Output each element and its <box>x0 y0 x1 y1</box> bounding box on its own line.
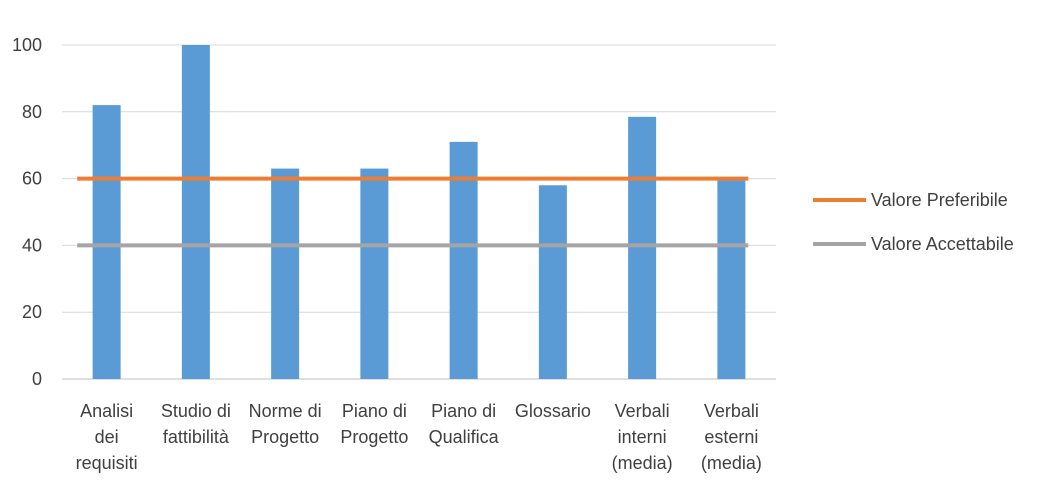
x-axis-labels: Analisi dei requisiti Studio di fattibilità N… <box>76 401 762 473</box>
x-tick-label-line: Progetto <box>340 427 408 447</box>
bar <box>271 168 300 379</box>
bar <box>360 168 389 379</box>
x-tick-label-line: (media) <box>701 453 762 473</box>
bar <box>92 105 121 380</box>
x-tick-label: Verbali esterni (media) <box>701 401 762 473</box>
bar <box>449 141 478 379</box>
x-tick-label-line: Piano di <box>431 401 496 421</box>
legend-label: Valore Preferibile <box>871 190 1008 210</box>
x-tick-label: Verbali interni (media) <box>612 401 673 473</box>
x-tick-label-line: fattibilità <box>163 427 230 447</box>
x-tick-label: Analisi dei requisiti <box>76 401 138 473</box>
bar <box>628 116 657 379</box>
reference-lines <box>77 176 749 248</box>
x-tick-label: Studio di fattibilità <box>161 401 231 447</box>
bar <box>538 185 567 379</box>
x-tick-label-line: (media) <box>612 453 673 473</box>
x-tick-label: Piano di Progetto <box>340 401 408 447</box>
bar-series <box>92 45 746 380</box>
legend-label: Valore Accettabile <box>871 234 1014 254</box>
y-axis-ticks: 0 20 40 60 80 100 <box>12 35 42 389</box>
x-tick-label-line: Qualifica <box>429 427 500 447</box>
x-tick-label: Piano di Qualifica <box>429 401 500 447</box>
y-tick-label: 100 <box>12 35 42 55</box>
gridlines <box>62 44 776 380</box>
x-tick-label-line: Studio di <box>161 401 231 421</box>
x-tick-label-line: interni <box>618 427 667 447</box>
x-tick-label-line: Verbali <box>615 401 670 421</box>
x-tick-label-line: Glossario <box>515 401 591 421</box>
legend: Valore Preferibile Valore Accettabile <box>813 190 1014 254</box>
x-tick-label-line: Analisi <box>80 401 133 421</box>
y-tick-label: 40 <box>22 235 42 255</box>
x-tick-label-line: Piano di <box>342 401 407 421</box>
x-tick-label-line: Verbali <box>704 401 759 421</box>
x-tick-label-line: requisiti <box>76 453 138 473</box>
y-tick-label: 80 <box>22 102 42 122</box>
x-tick-label-line: esterni <box>704 427 758 447</box>
x-tick-label: Norme di Progetto <box>249 401 322 447</box>
y-tick-label: 60 <box>22 169 42 189</box>
bar <box>717 176 746 379</box>
y-tick-label: 0 <box>32 369 42 389</box>
x-tick-label-line: dei <box>95 427 119 447</box>
y-tick-label: 20 <box>22 302 42 322</box>
x-tick-label-line: Progetto <box>251 427 319 447</box>
bar <box>181 45 210 379</box>
x-tick-label: Glossario <box>515 401 591 421</box>
x-tick-label-line: Norme di <box>249 401 322 421</box>
